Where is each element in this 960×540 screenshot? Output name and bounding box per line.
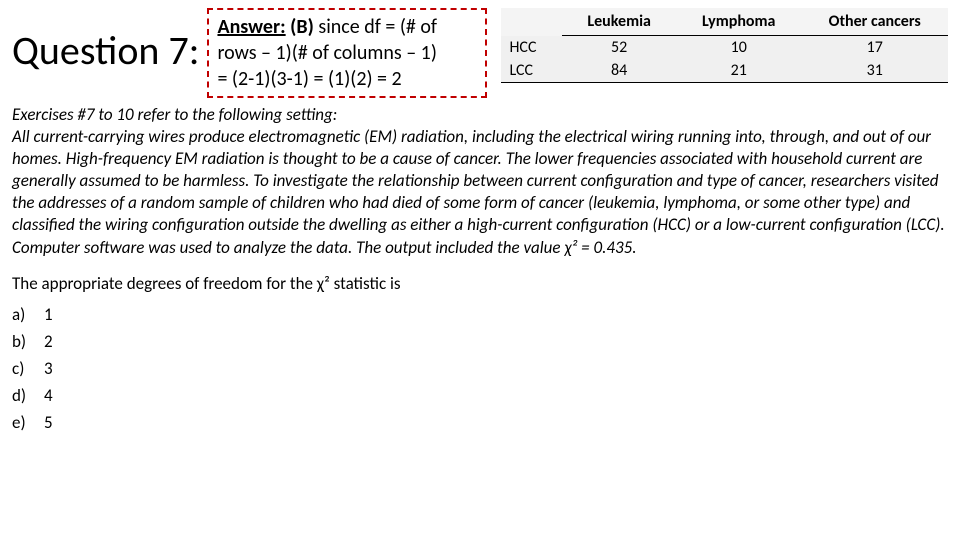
- answer-text-2: rows – 1)(# of columns – 1): [217, 41, 436, 65]
- option-text: 5: [44, 412, 53, 433]
- option-letter: c): [12, 358, 30, 379]
- data-table: Leukemia Lymphoma Other cancers HCC 52 1…: [501, 8, 948, 83]
- option-letter: e): [12, 412, 30, 433]
- table-cell: 84: [562, 59, 676, 83]
- option-a: a) 1: [12, 304, 948, 325]
- option-text: 4: [44, 385, 53, 406]
- option-text: 2: [44, 331, 53, 352]
- answer-text-1: since df = (# of: [318, 15, 437, 39]
- option-text: 3: [44, 358, 53, 379]
- table-cell: 17: [801, 36, 948, 60]
- option-e: e) 5: [12, 412, 948, 433]
- table-header-cell: [501, 8, 562, 36]
- answer-choice: (B): [290, 15, 314, 39]
- answer-label: Answer:: [217, 15, 285, 39]
- option-text: 1: [44, 304, 53, 325]
- data-table-container: Leukemia Lymphoma Other cancers HCC 52 1…: [495, 8, 948, 83]
- table-header-cell: Lymphoma: [676, 8, 801, 36]
- table-cell: 21: [676, 59, 801, 83]
- option-letter: a): [12, 304, 30, 325]
- answer-text-3: = (2-1)(3-1) = (1)(2) = 2: [217, 67, 401, 91]
- context-line1: Exercises #7 to 10 refer to the followin…: [12, 104, 337, 125]
- option-c: c) 3: [12, 358, 948, 379]
- table-cell: 10: [676, 36, 801, 60]
- context-text: Exercises #7 to 10 refer to the followin…: [12, 104, 948, 259]
- table-row: LCC 84 21 31: [501, 59, 948, 83]
- context-body: All current-carrying wires produce elect…: [12, 126, 945, 257]
- table-rowhead: LCC: [501, 59, 562, 83]
- header-row: Question 7: Answer: (B) since df = (# of…: [12, 8, 948, 98]
- table-rowhead: HCC: [501, 36, 562, 60]
- option-d: d) 4: [12, 385, 948, 406]
- option-letter: b): [12, 331, 30, 352]
- answer-options: a) 1 b) 2 c) 3 d) 4 e) 5: [12, 304, 948, 433]
- question-label: Question 7:: [12, 26, 199, 75]
- answer-box: Answer: (B) since df = (# of rows – 1)(#…: [207, 8, 487, 98]
- option-b: b) 2: [12, 331, 948, 352]
- table-header-row: Leukemia Lymphoma Other cancers: [501, 8, 948, 36]
- table-cell: 31: [801, 59, 948, 83]
- table-header-cell: Leukemia: [562, 8, 676, 36]
- table-header-cell: Other cancers: [801, 8, 948, 36]
- table-cell: 52: [562, 36, 676, 60]
- question-stem: The appropriate degrees of freedom for t…: [12, 273, 948, 294]
- option-letter: d): [12, 385, 30, 406]
- table-row: HCC 52 10 17: [501, 36, 948, 60]
